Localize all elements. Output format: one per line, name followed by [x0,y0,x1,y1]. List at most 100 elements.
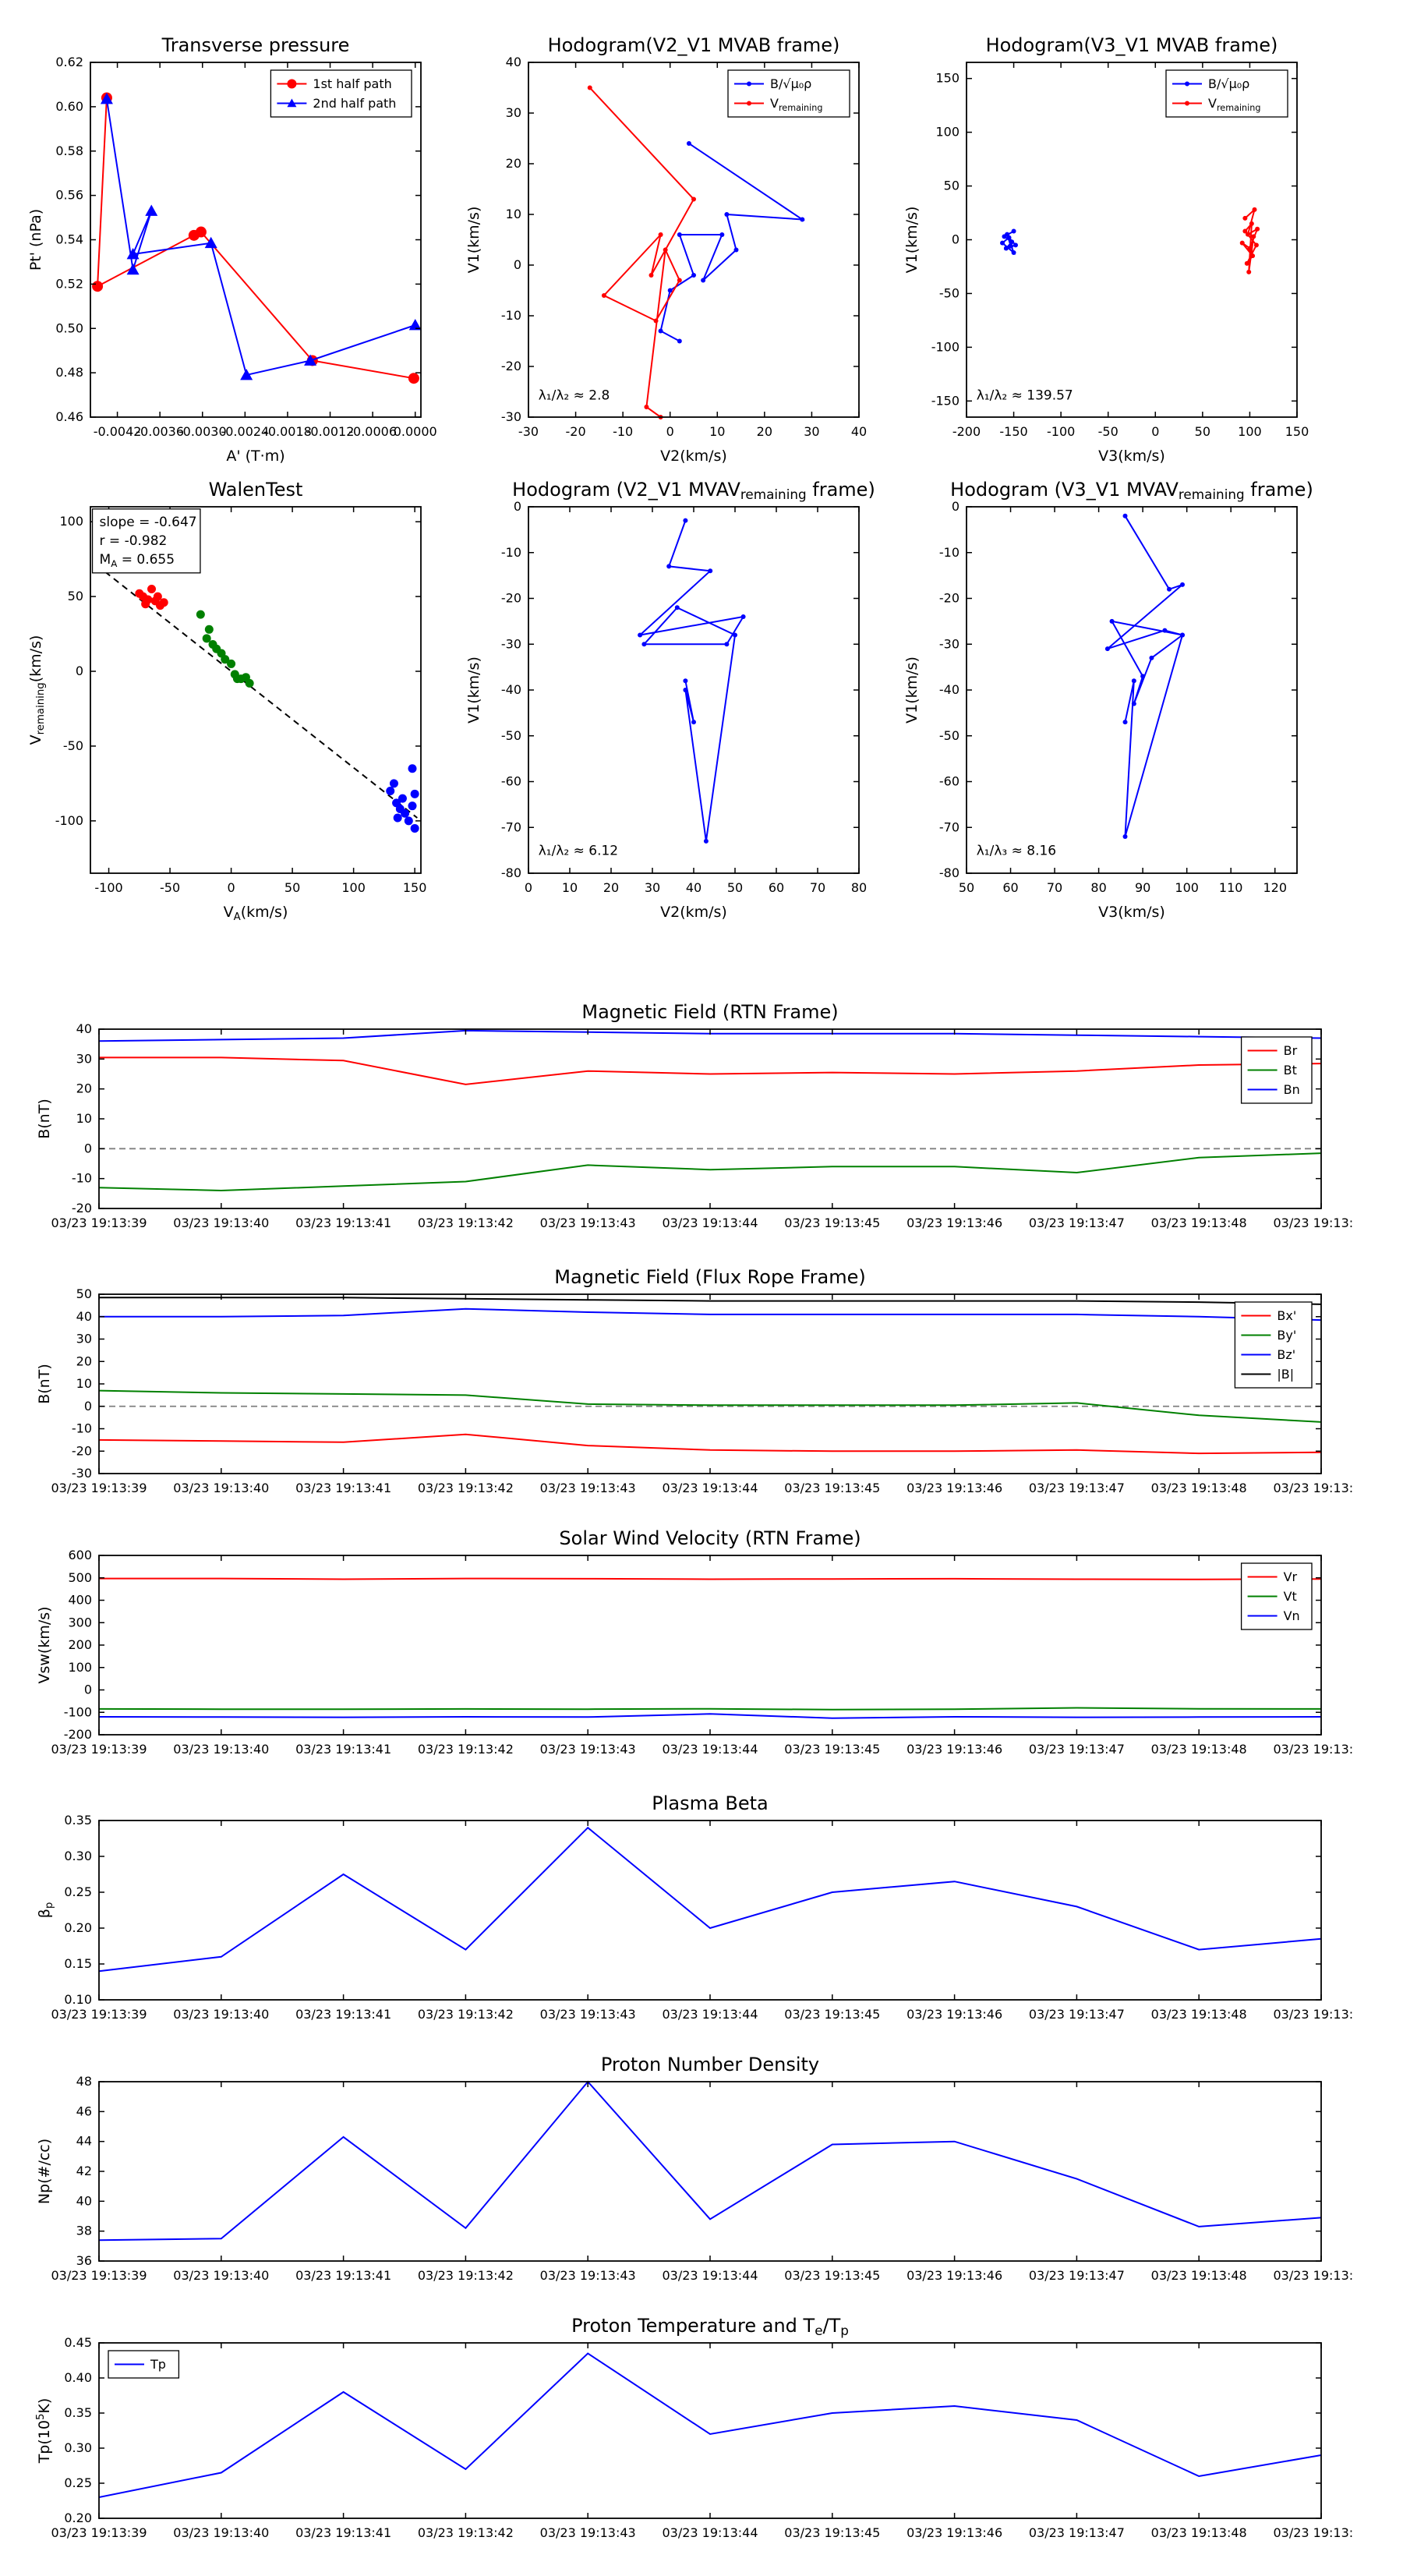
chart-canvas-hodogram-v2v1-mvab: -30 -20 -10 0 10 20 30 40 -30 -20 -10 0 10 20 30 40 Hodo… [465,34,867,465]
svg-text:03/23 19:13:48: 03/23 19:13:48 [1151,2525,1247,2540]
svg-text:Tp(105K): Tp(105K) [35,2398,53,2465]
svg-text:03/23 19:13:45: 03/23 19:13:45 [784,2268,880,2283]
svg-text:slope = -0.647: slope = -0.647 [100,515,197,530]
svg-text:0.20: 0.20 [64,2511,92,2525]
svg-text:03/23 19:13:47: 03/23 19:13:47 [1029,2007,1125,2022]
svg-text:-50: -50 [939,285,959,300]
svg-text:2nd half path: 2nd half path [313,96,396,111]
svg-text:-100: -100 [55,813,83,828]
svg-text:03/23 19:13:45: 03/23 19:13:45 [784,1742,880,1757]
svg-text:03/23 19:13:40: 03/23 19:13:40 [173,1215,269,1230]
svg-text:-10: -10 [501,545,521,560]
svg-text:90: 90 [1135,880,1150,895]
svg-text:-30: -30 [72,1466,92,1481]
svg-text:50: 50 [944,179,959,193]
svg-text:10: 10 [506,207,521,221]
svg-text:Vsw(km/s): Vsw(km/s) [36,1606,53,1683]
svg-text:Bn: Bn [1284,1082,1300,1097]
svg-text:Bz': Bz' [1277,1347,1295,1362]
chart-canvas-plasma-beta: 03/23 19:13:39 03/23 19:13:40 03/23 19:13:… [36,1792,1369,2022]
svg-text:Hodogram (V3_V1 MVAVremaining: Hodogram (V3_V1 MVAVremaining frame) [950,479,1313,502]
chart-hodogram-v2v1-mvab: -30 -20 -10 0 10 20 30 40 -30 -20 -10 0 10 20 30 40 Hodo… [447,23,890,472]
svg-text:03/23 19:13:42: 03/23 19:13:42 [418,1742,514,1757]
svg-text:03/23 19:13:48: 03/23 19:13:48 [1151,1481,1247,1495]
svg-text:30: 30 [645,880,660,895]
svg-text:40: 40 [851,424,867,439]
svg-text:Vremaining(km/s): Vremaining(km/s) [27,635,47,745]
svg-text:03/23 19:13:46: 03/23 19:13:46 [906,1215,1002,1230]
svg-text:Vn: Vn [1284,1608,1300,1623]
svg-text:λ₁/λ₂ ≈ 6.12: λ₁/λ₂ ≈ 6.12 [539,844,618,859]
svg-text:-50: -50 [1098,424,1119,439]
svg-text:40: 40 [506,55,521,69]
svg-text:03/23 19:13:49: 03/23 19:13:49 [1273,1481,1352,1495]
svg-text:Hodogram(V2_V1 MVAB frame): Hodogram(V2_V1 MVAB frame) [548,34,840,56]
svg-text:-60: -60 [501,774,521,789]
svg-text:20: 20 [757,424,772,439]
chart-proton-number-density: 03/23 19:13:39 03/23 19:13:40 03/23 19:13:… [17,2043,1369,2316]
svg-text:B/√μ₀ρ: B/√μ₀ρ [770,76,811,91]
svg-text:30: 30 [506,105,521,120]
svg-text:03/23 19:13:45: 03/23 19:13:45 [784,1215,880,1230]
svg-text:0.60: 0.60 [55,99,83,114]
svg-text:B(nT): B(nT) [36,1099,53,1139]
svg-text:By': By' [1277,1328,1296,1343]
svg-text:Vt: Vt [1284,1589,1297,1604]
svg-text:0.52: 0.52 [55,276,83,291]
svg-text:03/23 19:13:48: 03/23 19:13:48 [1151,1742,1247,1757]
chart-canvas-mag-rtn: 03/23 19:13:39 03/23 19:13:40 03/23 19:13:… [36,1001,1369,1230]
svg-text:03/23 19:13:44: 03/23 19:13:44 [662,1742,758,1757]
svg-text:70: 70 [1047,880,1062,895]
svg-text:-150: -150 [999,424,1027,439]
chart-canvas-proton-temp: 03/23 19:13:39 03/23 19:13:40 03/23 19:13:… [35,2315,1369,2540]
svg-text:Proton Temperature and Te/Tp: Proton Temperature and Te/Tp [571,2315,849,2338]
chart-hodogram-v3v1-mvav: 50 60 70 80 90 100 110 120 -80 -70 -60 -50 -40 -30 -20… [885,468,1328,928]
svg-text:VA(km/s): VA(km/s) [224,904,288,923]
svg-text:03/23 19:13:46: 03/23 19:13:46 [906,2525,1002,2540]
svg-text:03/23 19:13:49: 03/23 19:13:49 [1273,1742,1352,1757]
svg-text:50: 50 [959,880,974,895]
svg-text:03/23 19:13:45: 03/23 19:13:45 [784,2007,880,2022]
svg-text:0.46: 0.46 [55,409,83,424]
svg-text:-0.0042: -0.0042 [94,424,142,439]
svg-text:Hodogram (V2_V1 MVAVremaining: Hodogram (V2_V1 MVAVremaining frame) [512,479,875,502]
svg-text:03/23 19:13:45: 03/23 19:13:45 [784,1481,880,1495]
svg-text:03/23 19:13:39: 03/23 19:13:39 [51,1742,147,1757]
svg-text:0: 0 [666,424,674,439]
svg-text:150: 150 [1285,424,1309,439]
svg-text:50: 50 [1195,424,1210,439]
svg-text:0.20: 0.20 [64,1920,92,1935]
svg-text:Plasma Beta: Plasma Beta [652,1792,768,1814]
svg-text:-20: -20 [72,1443,92,1458]
svg-text:-10: -10 [72,1421,92,1436]
svg-text:-10: -10 [72,1171,92,1186]
svg-text:40: 40 [686,880,702,895]
svg-text:600: 600 [68,1548,92,1562]
svg-text:-50: -50 [939,728,959,743]
svg-text:0.45: 0.45 [64,2335,92,2350]
svg-text:0.30: 0.30 [64,2440,92,2455]
svg-text:-60: -60 [939,774,959,789]
svg-text:03/23 19:13:47: 03/23 19:13:47 [1029,2268,1125,2283]
chart-canvas-hodogram-v2v1-mvav: 0 10 20 30 40 50 60 70 80 -80 -70 -60 -50 -40 -30 -20 -1… [465,479,875,921]
svg-text:B/√μ₀ρ: B/√μ₀ρ [1208,76,1249,91]
svg-text:0: 0 [76,663,83,678]
svg-text:-100: -100 [931,339,959,354]
svg-text:-0.0018: -0.0018 [263,424,312,439]
svg-text:0: 0 [514,499,521,514]
svg-text:V1(km/s): V1(km/s) [903,656,921,724]
svg-text:V1(km/s): V1(km/s) [465,207,482,274]
svg-text:0.10: 0.10 [64,1992,92,2007]
svg-text:03/23 19:13:44: 03/23 19:13:44 [662,1215,758,1230]
svg-text:03/23 19:13:40: 03/23 19:13:40 [173,2268,269,2283]
svg-text:100: 100 [68,1660,92,1675]
svg-text:03/23 19:13:49: 03/23 19:13:49 [1273,2007,1352,2022]
svg-text:40: 40 [76,1309,92,1324]
svg-text:Transverse pressure: Transverse pressure [161,34,350,56]
svg-text:500: 500 [68,1570,92,1585]
svg-text:0.25: 0.25 [64,1884,92,1899]
svg-text:03/23 19:13:40: 03/23 19:13:40 [173,1742,269,1757]
svg-text:03/23 19:13:47: 03/23 19:13:47 [1029,1215,1125,1230]
svg-text:V2(km/s): V2(km/s) [660,448,727,465]
